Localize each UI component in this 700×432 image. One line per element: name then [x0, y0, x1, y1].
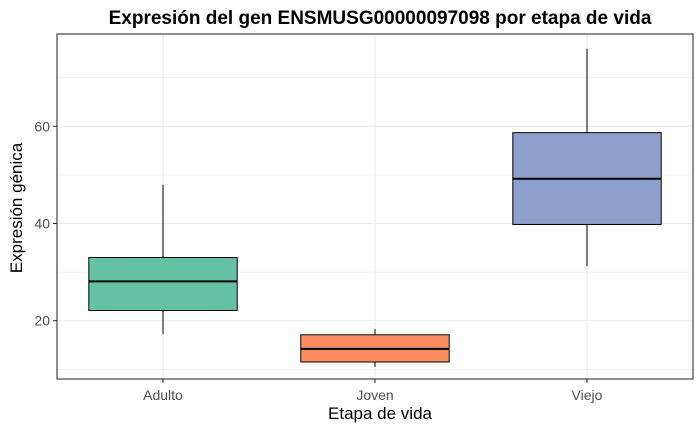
y-axis: 20 40 60 [34, 118, 57, 329]
x-axis: Adulto Joven Viejo [143, 379, 603, 403]
x-tick-label: Joven [356, 387, 393, 403]
box-viejo [512, 48, 662, 267]
box-joven [300, 328, 450, 367]
x-tick-label: Viejo [572, 387, 603, 403]
box-adulto [88, 184, 238, 335]
x-tick-label: Adulto [143, 387, 183, 403]
x-axis-title: Etapa de vida [328, 404, 433, 423]
y-tick-label: 60 [34, 118, 50, 134]
chart-title: Expresión del gen ENSMUSG00000097098 por… [109, 8, 652, 29]
y-axis-title: Expresión génica [7, 142, 26, 273]
y-tick-label: 20 [34, 313, 50, 329]
box-body [88, 257, 238, 311]
plot-area [56, 33, 694, 380]
y-tick-label: 40 [34, 216, 50, 232]
boxes [88, 48, 662, 367]
